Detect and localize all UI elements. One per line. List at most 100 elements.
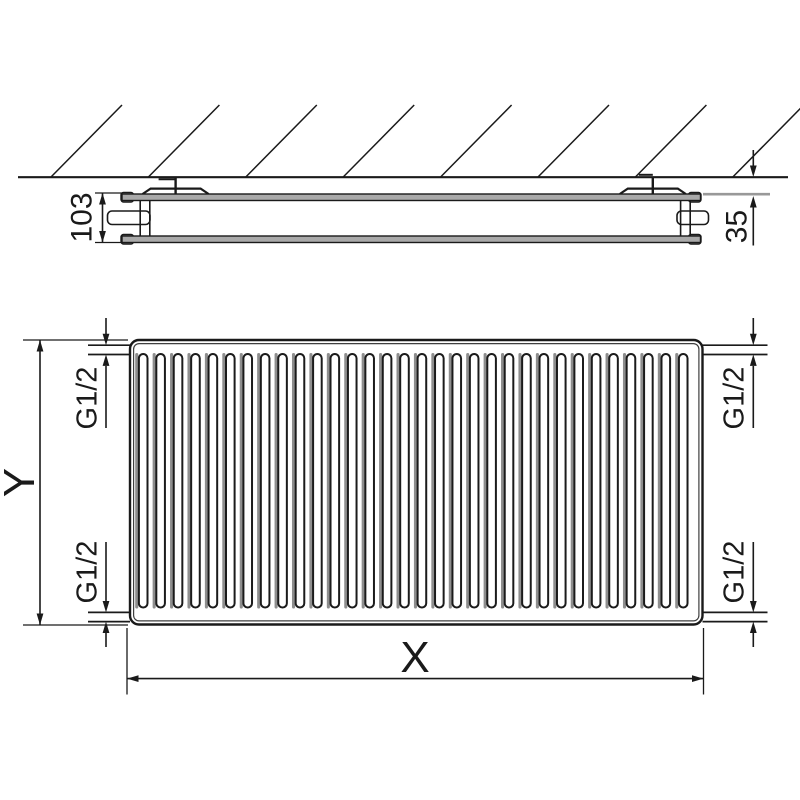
groove bbox=[361, 353, 375, 609]
dim-label-103: 103 bbox=[66, 192, 99, 242]
arrowhead-down bbox=[36, 613, 44, 625]
side-view: 103 35 bbox=[18, 104, 800, 246]
groove bbox=[431, 353, 445, 609]
groove bbox=[413, 353, 428, 609]
groove-highlight bbox=[575, 355, 582, 607]
groove-highlight bbox=[157, 355, 164, 607]
hatch-line bbox=[634, 104, 707, 178]
hatch-line bbox=[440, 104, 513, 178]
arrowhead-down bbox=[102, 333, 110, 346]
groove-shadow bbox=[553, 353, 557, 609]
arrowhead-down bbox=[749, 333, 757, 346]
groove bbox=[291, 353, 306, 609]
wall-hatch-lines bbox=[50, 104, 800, 178]
arrowhead-down bbox=[99, 231, 106, 243]
front-panel bbox=[121, 235, 702, 244]
groove-shadow bbox=[170, 353, 174, 609]
groove-highlight bbox=[227, 355, 234, 607]
groove-shadow bbox=[501, 353, 505, 609]
groove bbox=[257, 353, 271, 609]
hatch-line bbox=[50, 104, 123, 178]
connection-stub-bottom-right bbox=[702, 611, 768, 623]
groove-highlight bbox=[679, 355, 687, 607]
hatch-line bbox=[537, 104, 610, 178]
groove-shadow bbox=[605, 353, 609, 609]
groove-highlight bbox=[314, 355, 321, 607]
connection-stub-left bbox=[106, 210, 151, 226]
groove-shadow bbox=[291, 353, 296, 609]
front-view: Y X G1/2 G1/2 bbox=[0, 318, 768, 695]
groove bbox=[239, 353, 254, 609]
groove-shadow bbox=[396, 353, 400, 609]
groove-shadow bbox=[570, 353, 574, 609]
groove bbox=[344, 353, 358, 609]
groove-shadow bbox=[379, 353, 383, 609]
groove-highlight bbox=[436, 355, 443, 607]
dimension-height-Y: Y bbox=[0, 339, 128, 626]
groove-highlight bbox=[645, 355, 652, 607]
groove bbox=[396, 353, 410, 609]
arrowhead-right bbox=[692, 675, 704, 682]
groove bbox=[204, 353, 219, 609]
arrowhead-up bbox=[749, 621, 757, 633]
dim-label-Y: Y bbox=[0, 468, 44, 497]
groove-highlight bbox=[540, 355, 548, 607]
groove bbox=[501, 353, 515, 609]
groove-shadow bbox=[309, 353, 313, 609]
groove-shadow bbox=[535, 353, 539, 609]
dimension-width-X: X bbox=[126, 628, 705, 695]
dimension-depth-103: 103 bbox=[66, 192, 122, 244]
hatch-line bbox=[147, 104, 220, 178]
dim-label-G12: G1/2 bbox=[719, 367, 751, 430]
groove-shadow bbox=[640, 353, 644, 609]
groove-highlight bbox=[557, 355, 565, 607]
dim-label-35: 35 bbox=[721, 210, 754, 243]
groove-shadow bbox=[622, 353, 627, 609]
groove-shadow bbox=[204, 353, 208, 609]
groove-shadow bbox=[222, 353, 226, 609]
groove-highlight bbox=[331, 355, 339, 607]
groove-shadow bbox=[152, 353, 156, 609]
groove bbox=[675, 353, 689, 609]
groove-highlight bbox=[418, 355, 426, 607]
connection-stub-top-left bbox=[88, 344, 130, 356]
dim-label-G12: G1/2 bbox=[72, 541, 104, 604]
groove-highlight bbox=[366, 355, 373, 607]
dim-label-X: X bbox=[400, 633, 429, 682]
mounting-bracket-right bbox=[619, 173, 687, 195]
groove-shadow bbox=[483, 353, 487, 609]
groove-highlight bbox=[401, 355, 408, 607]
groove-highlight bbox=[488, 355, 495, 607]
arrowhead-up bbox=[99, 193, 106, 205]
groove-shadow bbox=[274, 353, 278, 609]
groove-highlight bbox=[592, 355, 600, 607]
arrowhead-up bbox=[36, 340, 44, 352]
groove-highlight bbox=[192, 355, 199, 607]
groove-highlight bbox=[627, 355, 635, 607]
dim-label-G12: G1/2 bbox=[719, 541, 751, 604]
mounting-bracket-left bbox=[141, 177, 210, 195]
arrowhead-down bbox=[749, 601, 757, 613]
groove bbox=[518, 353, 532, 609]
groove-highlight bbox=[261, 355, 269, 607]
groove bbox=[622, 353, 637, 609]
dimension-wall-gap-35: 35 bbox=[703, 150, 770, 246]
dim-label-G12: G1/2 bbox=[72, 367, 104, 430]
groove bbox=[379, 353, 393, 609]
groove-shadow bbox=[326, 353, 330, 609]
groove bbox=[326, 353, 341, 609]
groove-highlight bbox=[279, 355, 286, 607]
groove-highlight bbox=[244, 355, 252, 607]
back-panel bbox=[121, 193, 702, 202]
groove bbox=[309, 353, 323, 609]
groove-shadow bbox=[588, 353, 592, 609]
groove-shadow bbox=[361, 353, 365, 609]
groove-shadow bbox=[257, 353, 261, 609]
groove-shadow bbox=[675, 353, 679, 609]
groove-shadow bbox=[239, 353, 243, 609]
groove bbox=[588, 353, 602, 609]
hatch-line bbox=[342, 104, 415, 178]
dimension-thread-top-left: G1/2 bbox=[72, 318, 110, 429]
